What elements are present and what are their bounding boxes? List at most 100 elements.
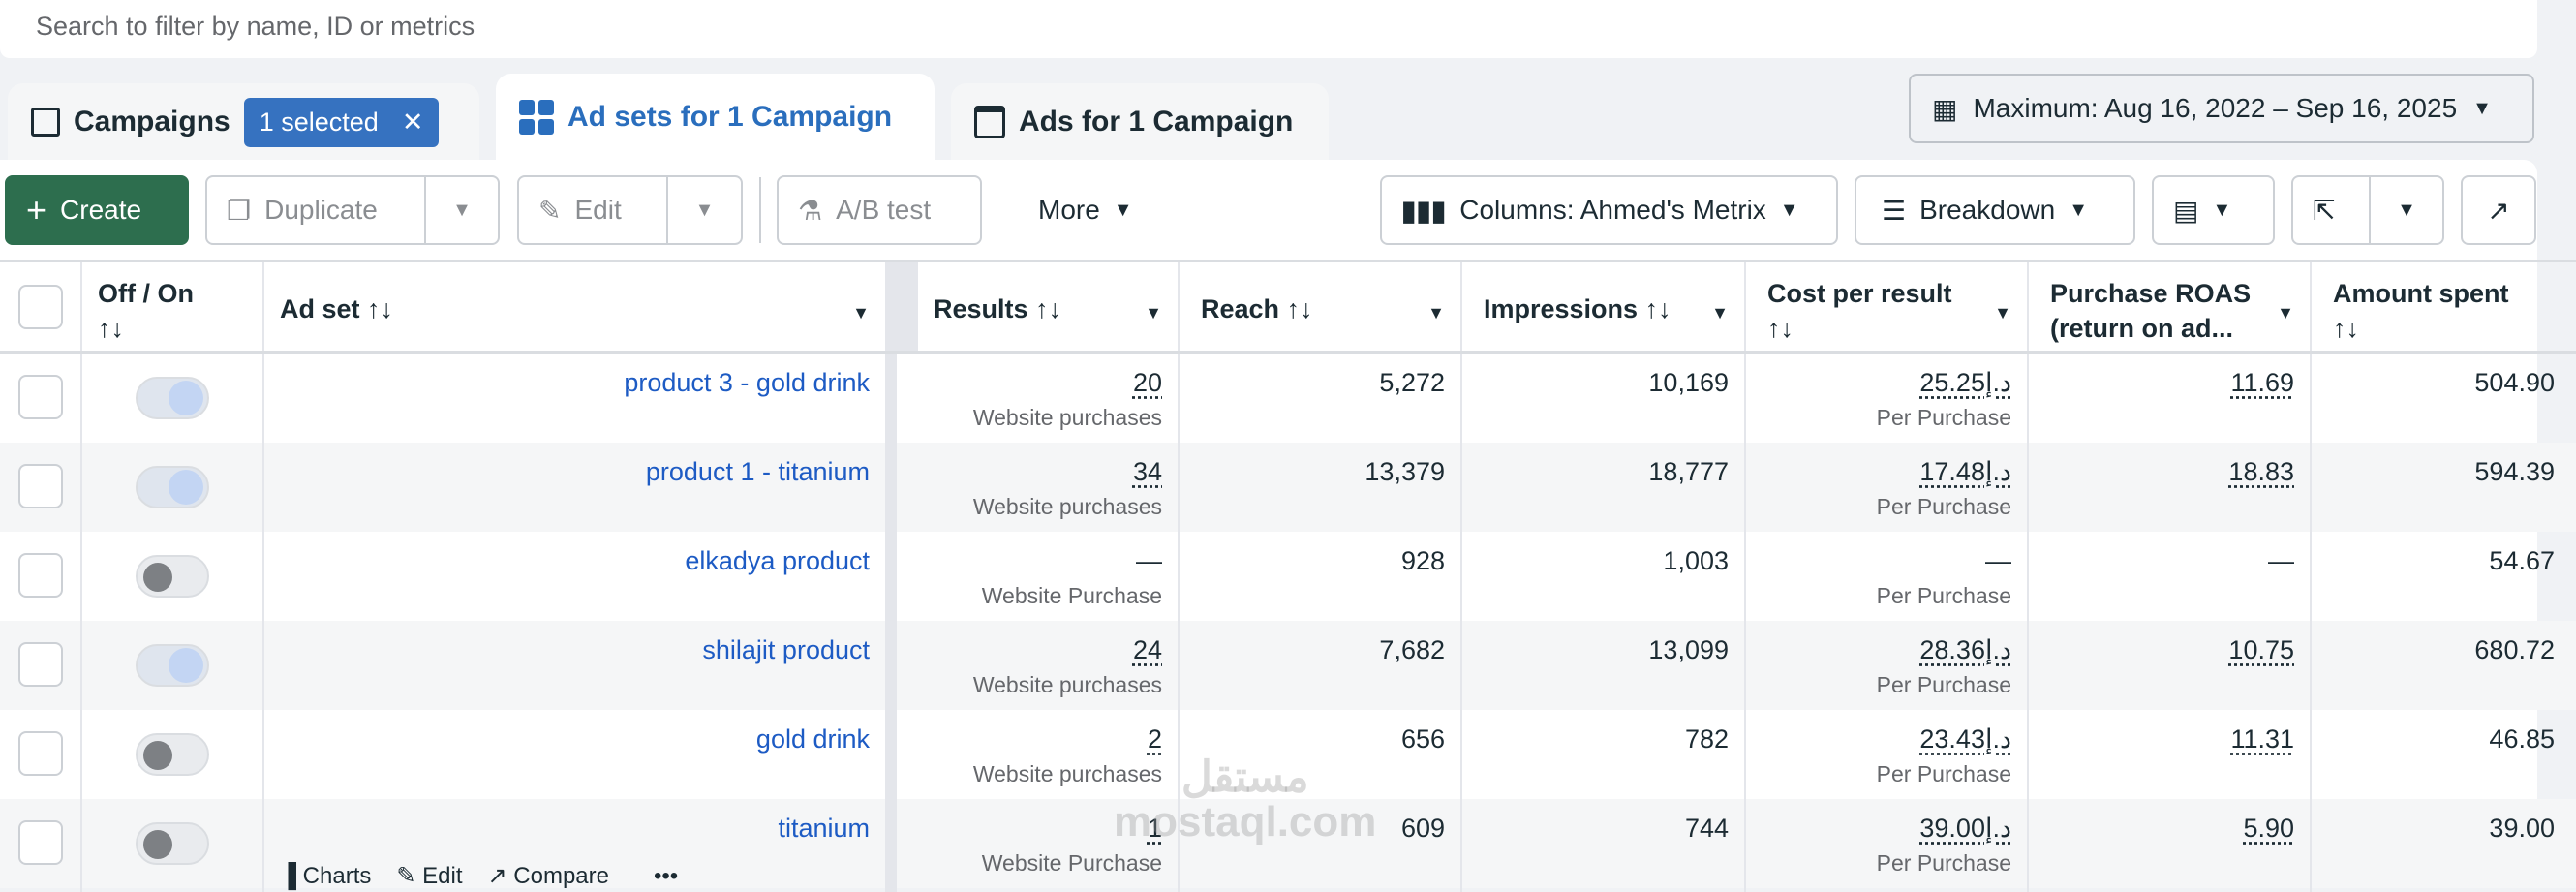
- row-select-cell: [0, 354, 82, 443]
- adset-name-link[interactable]: elkadya product: [685, 546, 870, 575]
- roas-value[interactable]: —: [2268, 546, 2294, 575]
- roas-value[interactable]: 10.75: [2228, 635, 2294, 664]
- select-all-checkbox[interactable]: [17, 284, 63, 329]
- tab-ads[interactable]: Ads for 1 Campaign: [951, 83, 1329, 161]
- adset-toggle[interactable]: [136, 555, 209, 598]
- adset-name-link[interactable]: gold drink: [755, 724, 870, 754]
- header-adset[interactable]: Ad set ↑↓ ▼: [264, 262, 887, 351]
- sort-icon[interactable]: ↑↓: [1035, 294, 1062, 323]
- row-checkbox[interactable]: [17, 375, 63, 419]
- adset-name-link[interactable]: product 1 - titanium: [645, 457, 870, 486]
- cost-value[interactable]: د.إ28.36: [1919, 635, 2011, 664]
- adset-toggle[interactable]: [136, 644, 209, 687]
- table-row[interactable]: elkadya product — Website Purchase 928 1,…: [0, 532, 2576, 621]
- duplicate-button[interactable]: ❐ Duplicate ▼: [205, 175, 500, 245]
- header-roas[interactable]: Purchase ROAS (return on ad... ▼: [2029, 262, 2312, 351]
- row-checkbox[interactable]: [17, 464, 63, 508]
- view-charts-button[interactable]: ↗: [2461, 175, 2536, 245]
- cost-value[interactable]: د.إ25.25: [1919, 368, 2011, 397]
- ab-test-button[interactable]: ⚗ A/B test: [777, 175, 982, 245]
- header-reach[interactable]: Reach ↑↓ ▼: [1180, 262, 1462, 351]
- sort-icon[interactable]: ↑↓: [1644, 294, 1671, 323]
- compare-link[interactable]: ↗ Compare: [487, 863, 610, 889]
- column-menu-icon[interactable]: ▼: [1994, 303, 2011, 323]
- adset-name-link[interactable]: shilajit product: [702, 635, 870, 664]
- sort-icon[interactable]: ↑↓: [1767, 314, 1794, 343]
- header-impressions[interactable]: Impressions ↑↓ ▼: [1462, 262, 1746, 351]
- column-menu-icon[interactable]: ▼: [2277, 303, 2294, 323]
- more-actions-icon[interactable]: •••: [654, 863, 679, 889]
- results-value[interactable]: 34: [1132, 457, 1162, 486]
- roas-value[interactable]: 11.31: [2230, 724, 2294, 754]
- results-value[interactable]: 2: [1147, 724, 1162, 754]
- export-button[interactable]: ⇱ ▼: [2291, 175, 2444, 245]
- roas-value[interactable]: 18.83: [2228, 457, 2294, 486]
- cost-value[interactable]: د.إ39.00: [1919, 814, 2011, 843]
- header-reach-label: Reach: [1201, 294, 1280, 323]
- breakdown-button[interactable]: ☰ Breakdown ▼: [1855, 175, 2135, 245]
- results-value[interactable]: 1: [1147, 814, 1162, 843]
- adset-name-link[interactable]: titanium: [778, 814, 870, 843]
- header-cost[interactable]: Cost per result ↑↓ ▼: [1746, 262, 2029, 351]
- header-onoff[interactable]: Off / On ↑↓: [82, 262, 264, 351]
- header-results[interactable]: Results ↑↓ ▼: [897, 262, 1180, 351]
- table-row[interactable]: gold drink 2 Website purchases 656 782 د.…: [0, 710, 2576, 799]
- edit-dropdown-icon[interactable]: ▼: [666, 177, 741, 243]
- calendar-icon: ▦: [1932, 93, 1958, 124]
- create-button[interactable]: + Create: [5, 175, 189, 245]
- cost-cell: د.إ39.00 Per Purchase: [1746, 799, 2029, 892]
- column-menu-icon[interactable]: ▼: [852, 303, 870, 323]
- row-checkbox[interactable]: [17, 820, 63, 865]
- roas-cell: 18.83: [2029, 443, 2312, 532]
- charts-link[interactable]: ▐ Charts: [280, 863, 372, 889]
- table-row[interactable]: shilajit product 24 Website purchases 7,6…: [0, 621, 2576, 710]
- reach-cell: 5,272: [1180, 354, 1462, 443]
- sort-icon[interactable]: ↑↓: [367, 294, 394, 323]
- row-checkbox[interactable]: [17, 731, 63, 776]
- adset-toggle[interactable]: [136, 466, 209, 508]
- more-button[interactable]: More ▼: [1017, 175, 1152, 245]
- cost-value[interactable]: —: [1985, 546, 2011, 575]
- search-input[interactable]: Search to filter by name, ID or metrics: [0, 0, 2537, 58]
- adset-toggle[interactable]: [136, 377, 209, 419]
- header-select-all: [0, 262, 82, 351]
- reports-button[interactable]: ▤ ▼: [2152, 175, 2275, 245]
- roas-value[interactable]: 11.69: [2230, 368, 2294, 397]
- table-row[interactable]: product 3 - gold drink 20 Website purchas…: [0, 354, 2576, 443]
- row-checkbox[interactable]: [17, 642, 63, 687]
- results-value[interactable]: 20: [1132, 368, 1162, 397]
- column-menu-icon[interactable]: ▼: [1711, 303, 1729, 323]
- toggle-knob: [143, 741, 172, 770]
- tab-campaigns[interactable]: Campaigns 1 selected ✕: [8, 83, 479, 161]
- results-type: Website purchases: [972, 405, 1162, 430]
- results-cell: — Website Purchase: [897, 532, 1180, 621]
- table-row[interactable]: product 1 - titanium 34 Website purchases…: [0, 443, 2576, 532]
- results-value[interactable]: —: [1136, 546, 1162, 575]
- adset-toggle[interactable]: [136, 733, 209, 776]
- column-menu-icon[interactable]: ▼: [1145, 303, 1162, 323]
- edit-button[interactable]: ✎ Edit ▼: [517, 175, 743, 245]
- sort-icon[interactable]: ↑↓: [2333, 314, 2359, 343]
- adset-toggle[interactable]: [136, 822, 209, 865]
- results-value[interactable]: 24: [1132, 635, 1162, 664]
- cost-value[interactable]: د.إ23.43: [1919, 724, 2011, 754]
- adset-name-link[interactable]: product 3 - gold drink: [624, 368, 870, 397]
- tab-adsets[interactable]: Ad sets for 1 Campaign: [496, 74, 935, 161]
- edit-link[interactable]: ✎ Edit: [396, 863, 463, 889]
- header-amount[interactable]: Amount spent ↑↓: [2312, 262, 2576, 351]
- columns-button[interactable]: ▮▮▮ Columns: Ahmed's Metrix ▼: [1380, 175, 1838, 245]
- frozen-column-divider[interactable]: [887, 262, 918, 351]
- row-checkbox[interactable]: [17, 553, 63, 598]
- duplicate-dropdown-icon[interactable]: ▼: [424, 177, 498, 243]
- export-dropdown-icon[interactable]: ▼: [2369, 177, 2442, 243]
- sort-icon[interactable]: ↑↓: [1286, 294, 1313, 323]
- frozen-column-divider: [887, 621, 897, 710]
- cost-value[interactable]: د.إ17.48: [1919, 457, 2011, 486]
- table-body: product 3 - gold drink 20 Website purchas…: [0, 354, 2576, 892]
- sort-icon[interactable]: ↑↓: [98, 314, 124, 343]
- column-menu-icon[interactable]: ▼: [1427, 303, 1445, 323]
- table-row[interactable]: titanium ▐ Charts ✎ Edit ↗ Compare ••• 1…: [0, 799, 2576, 892]
- date-range-picker[interactable]: ▦ Maximum: Aug 16, 2022 – Sep 16, 2025 ▼: [1909, 74, 2534, 143]
- clear-selection-icon[interactable]: ✕: [401, 107, 424, 137]
- roas-value[interactable]: 5.90: [2243, 814, 2294, 843]
